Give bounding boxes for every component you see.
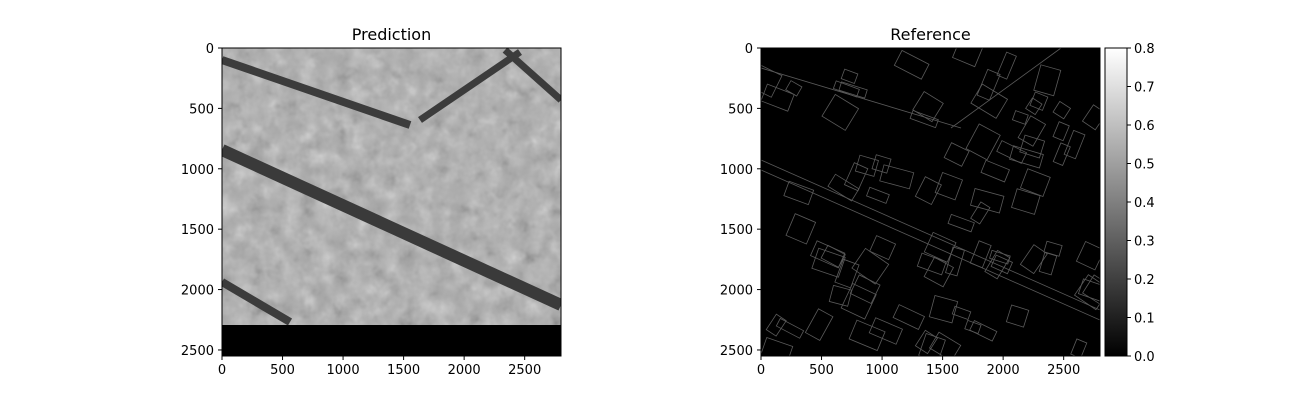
prediction-y-tick-label: 500 xyxy=(189,102,214,117)
reference-x-tick-label: 2000 xyxy=(987,363,1020,378)
colorbar-tick-label: 0.6 xyxy=(1134,119,1155,134)
reference-x-tick-label: 2500 xyxy=(1047,363,1080,378)
prediction-y-tick-label: 0 xyxy=(206,42,214,57)
reference-x-tick-label: 1500 xyxy=(926,363,959,378)
reference-y-tick-label: 1000 xyxy=(720,163,753,178)
reference-x-tick-label: 1000 xyxy=(866,363,899,378)
reference-y-tick-label: 500 xyxy=(728,102,753,117)
prediction-image xyxy=(222,48,561,325)
prediction-x-tick-label: 1000 xyxy=(327,363,360,378)
reference-image xyxy=(743,38,1111,369)
prediction-x-tick-label: 2500 xyxy=(508,363,541,378)
reference-y-tick-label: 2000 xyxy=(720,284,753,299)
colorbar-tick-label: 0.8 xyxy=(1134,42,1155,57)
colorbar-tick-label: 0.5 xyxy=(1134,158,1155,173)
prediction-y-tick-label: 2000 xyxy=(181,284,214,299)
prediction-masked-region xyxy=(222,325,561,356)
prediction-x-tick-label: 1500 xyxy=(387,363,420,378)
reference-title: Reference xyxy=(890,25,971,44)
colorbar-tick-label: 0.7 xyxy=(1134,81,1155,96)
reference-y-tick-label: 1500 xyxy=(720,223,753,238)
prediction-y-tick-label: 1500 xyxy=(181,223,214,238)
prediction-title: Prediction xyxy=(352,25,431,44)
colorbar xyxy=(1105,48,1127,356)
colorbar-ticks: 0.0 0.1 0.2 0.3 0.4 0.5 0.6 0.7 0.8 xyxy=(1127,42,1155,365)
colorbar-tick-label: 0.2 xyxy=(1134,273,1155,288)
colorbar-tick-label: 0.1 xyxy=(1134,312,1155,327)
prediction-x-tick-label: 0 xyxy=(218,363,226,378)
prediction-x-tick-label: 500 xyxy=(270,363,295,378)
reference-x-tick-label: 500 xyxy=(809,363,834,378)
colorbar-tick-label: 0.3 xyxy=(1134,235,1155,250)
reference-y-tick-label: 0 xyxy=(745,42,753,57)
prediction-y-tick-label: 1000 xyxy=(181,163,214,178)
reference-panel: Reference 0 500 1000 1500 2000 2500 0 500 1000 15… xyxy=(720,25,1155,378)
prediction-x-tick-label: 2000 xyxy=(448,363,481,378)
reference-y-tick-label: 2500 xyxy=(720,344,753,359)
prediction-panel: Prediction 0 500 1000 1500 2000 2500 0 500 1000 1… xyxy=(181,25,561,378)
colorbar-tick-label: 0.0 xyxy=(1134,350,1155,365)
prediction-y-tick-label: 2500 xyxy=(181,344,214,359)
reference-x-tick-label: 0 xyxy=(757,363,765,378)
colorbar-tick-label: 0.4 xyxy=(1134,196,1155,211)
